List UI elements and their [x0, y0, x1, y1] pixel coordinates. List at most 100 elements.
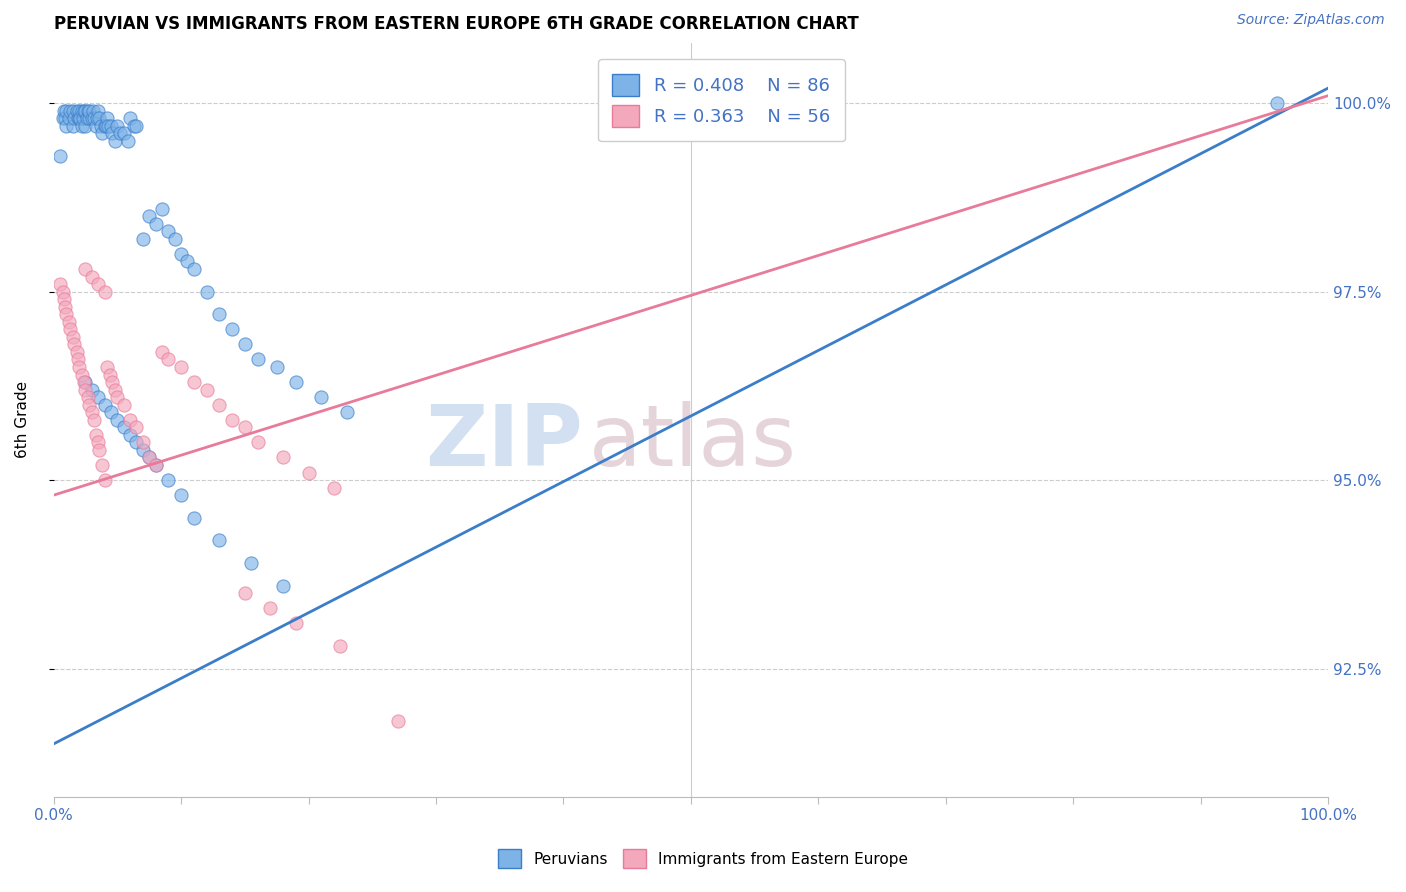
Y-axis label: 6th Grade: 6th Grade	[15, 381, 30, 458]
Point	[91, 458, 114, 472]
Point	[387, 714, 409, 729]
Point	[49, 149, 72, 163]
Point	[105, 119, 128, 133]
Point	[150, 202, 173, 216]
Point	[70, 368, 93, 382]
Point	[120, 112, 142, 126]
Point	[97, 119, 120, 133]
Point	[52, 292, 75, 306]
Point	[120, 413, 142, 427]
Point	[66, 112, 89, 126]
Point	[80, 405, 103, 419]
Point	[329, 639, 352, 653]
Point	[66, 352, 89, 367]
Point	[138, 209, 160, 223]
Point	[183, 510, 205, 524]
Point	[75, 375, 97, 389]
Point	[150, 345, 173, 359]
Point	[91, 126, 114, 140]
Point	[59, 322, 82, 336]
Point	[55, 103, 77, 118]
Point	[87, 277, 110, 291]
Point	[67, 112, 90, 126]
Point	[132, 435, 155, 450]
Point	[84, 119, 107, 133]
Point	[125, 119, 148, 133]
Legend: Peruvians, Immigrants from Eastern Europe: Peruvians, Immigrants from Eastern Europ…	[491, 841, 915, 875]
Point	[65, 103, 87, 118]
Point	[86, 112, 108, 126]
Point	[93, 473, 115, 487]
Point	[75, 383, 97, 397]
Point	[55, 307, 77, 321]
Point	[100, 119, 122, 133]
Point	[75, 119, 97, 133]
Point	[323, 481, 346, 495]
Point	[284, 375, 307, 389]
Point	[83, 413, 105, 427]
Point	[138, 450, 160, 465]
Point	[195, 285, 218, 299]
Point	[58, 112, 80, 126]
Point	[221, 413, 243, 427]
Point	[80, 269, 103, 284]
Point	[145, 458, 167, 472]
Point	[55, 119, 77, 133]
Point	[195, 383, 218, 397]
Point	[108, 126, 131, 140]
Point	[79, 398, 101, 412]
Point	[246, 352, 269, 367]
Point	[51, 285, 73, 299]
Point	[104, 383, 127, 397]
Point	[246, 435, 269, 450]
Point	[53, 112, 76, 126]
Point	[70, 103, 93, 118]
Point	[336, 405, 359, 419]
Point	[240, 556, 263, 570]
Point	[105, 390, 128, 404]
Point	[120, 428, 142, 442]
Point	[89, 112, 111, 126]
Point	[101, 126, 124, 140]
Point	[77, 390, 100, 404]
Point	[125, 435, 148, 450]
Point	[76, 112, 98, 126]
Point	[82, 103, 104, 118]
Point	[80, 112, 103, 126]
Point	[52, 103, 75, 118]
Legend: R = 0.408    N = 86, R = 0.363    N = 56: R = 0.408 N = 86, R = 0.363 N = 56	[598, 60, 845, 142]
Point	[49, 277, 72, 291]
Point	[233, 337, 256, 351]
Point	[138, 450, 160, 465]
Point	[145, 217, 167, 231]
Point	[183, 375, 205, 389]
Point	[93, 398, 115, 412]
Point	[208, 307, 231, 321]
Point	[112, 420, 135, 434]
Point	[67, 103, 90, 118]
Point	[63, 112, 86, 126]
Point	[105, 413, 128, 427]
Point	[67, 359, 90, 374]
Text: Source: ZipAtlas.com: Source: ZipAtlas.com	[1237, 13, 1385, 28]
Point	[87, 390, 110, 404]
Point	[170, 488, 193, 502]
Point	[84, 428, 107, 442]
Point	[79, 112, 101, 126]
Point	[93, 285, 115, 299]
Point	[208, 398, 231, 412]
Point	[72, 112, 94, 126]
Point	[93, 119, 115, 133]
Point	[62, 103, 84, 118]
Point	[65, 345, 87, 359]
Point	[233, 586, 256, 600]
Point	[117, 134, 139, 148]
Point	[53, 300, 76, 314]
Point	[122, 119, 145, 133]
Point	[87, 435, 110, 450]
Point	[271, 450, 294, 465]
Point	[94, 119, 117, 133]
Point	[58, 315, 80, 329]
Point	[69, 112, 91, 126]
Point	[266, 359, 288, 374]
